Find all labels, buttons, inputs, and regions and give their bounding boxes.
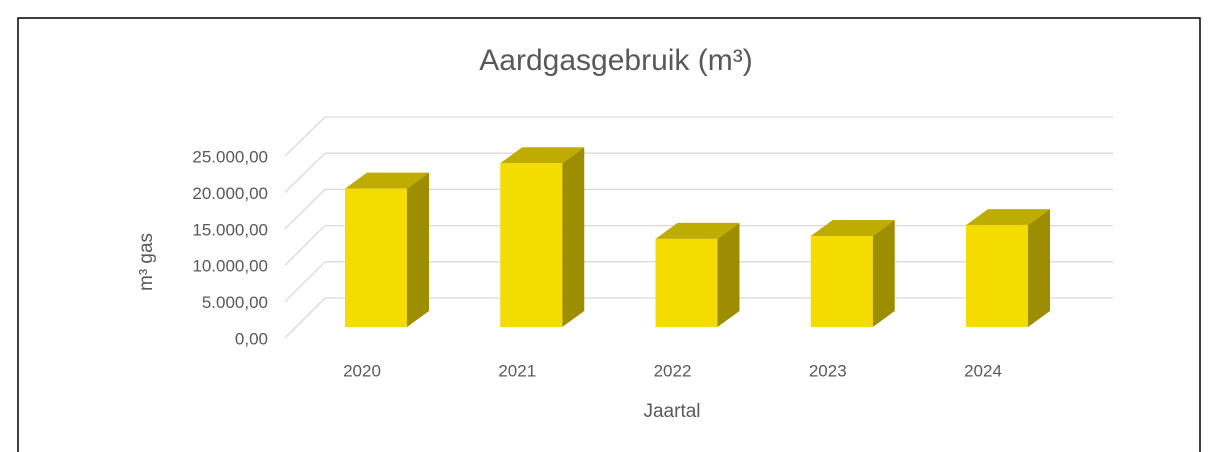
y-axis-label: m³ gas [136, 233, 157, 291]
grid-line [284, 225, 326, 266]
y-tick-label: 10.000,00 [192, 257, 268, 276]
x-tick-label: 2023 [809, 361, 847, 380]
bar [810, 236, 873, 327]
bar [966, 225, 1028, 327]
bar-side [1028, 209, 1050, 327]
bar-side [872, 220, 895, 327]
bar [655, 238, 718, 327]
chart-title: Aardgasgebruik (m³) [479, 44, 752, 77]
grid-line [284, 116, 326, 157]
y-tick-label: 15.000,00 [192, 220, 268, 239]
x-tick-label: 2020 [343, 361, 381, 380]
x-tick-label: 2024 [964, 361, 1002, 380]
bar-top [655, 222, 740, 239]
grid-line [284, 152, 326, 193]
bar-top [500, 147, 585, 164]
bar [500, 163, 563, 327]
bar-side [407, 172, 429, 327]
y-tick-label: 20.000,00 [192, 184, 268, 203]
grid-line [284, 188, 326, 230]
x-tick-label: 2021 [498, 361, 536, 380]
bar-top [810, 220, 895, 236]
x-tick-label: 2022 [654, 361, 692, 380]
bar-side [717, 222, 740, 327]
bar-top [345, 172, 429, 189]
bar [345, 188, 407, 327]
y-tick-label: 0,00 [235, 329, 268, 348]
grid-line [284, 261, 326, 303]
y-tick-label: 5.000,00 [202, 293, 268, 312]
x-axis-label: Jaartal [643, 401, 700, 422]
grid-line [284, 297, 326, 339]
bar-side [562, 147, 585, 327]
y-tick-label: 25.000,00 [192, 147, 268, 166]
bar-top [966, 209, 1050, 226]
